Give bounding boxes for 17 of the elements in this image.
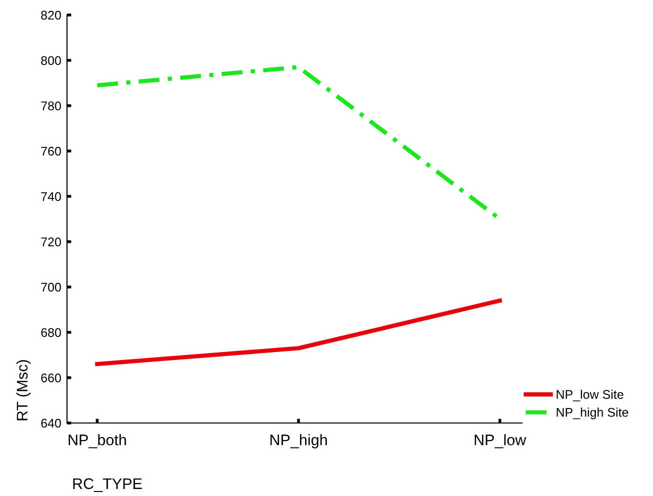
x-tick-label: NP_both xyxy=(68,434,126,448)
x-tick-label: NP_high xyxy=(270,434,327,448)
y-tick-label: 740 xyxy=(41,192,61,201)
y-tick-label: 720 xyxy=(41,237,61,246)
y-tick-label: 820 xyxy=(41,10,61,20)
legend-label: NP_high Site xyxy=(556,408,628,420)
y-tick-label: 680 xyxy=(41,328,61,337)
x-tick-label: NP_low xyxy=(474,434,526,448)
y-axis-title: RT (Msc) xyxy=(16,360,31,420)
legend-label: NP_low Site xyxy=(556,390,624,402)
y-tick-label: 760 xyxy=(41,146,61,156)
y-tick-label: 800 xyxy=(41,56,61,65)
y-tick-label: 700 xyxy=(41,282,61,292)
y-tick-label: 660 xyxy=(41,373,61,382)
y-tick-label: 640 xyxy=(41,418,61,428)
y-tick-label: 780 xyxy=(41,101,61,110)
x-axis-title: RC_TYPE xyxy=(73,478,142,492)
